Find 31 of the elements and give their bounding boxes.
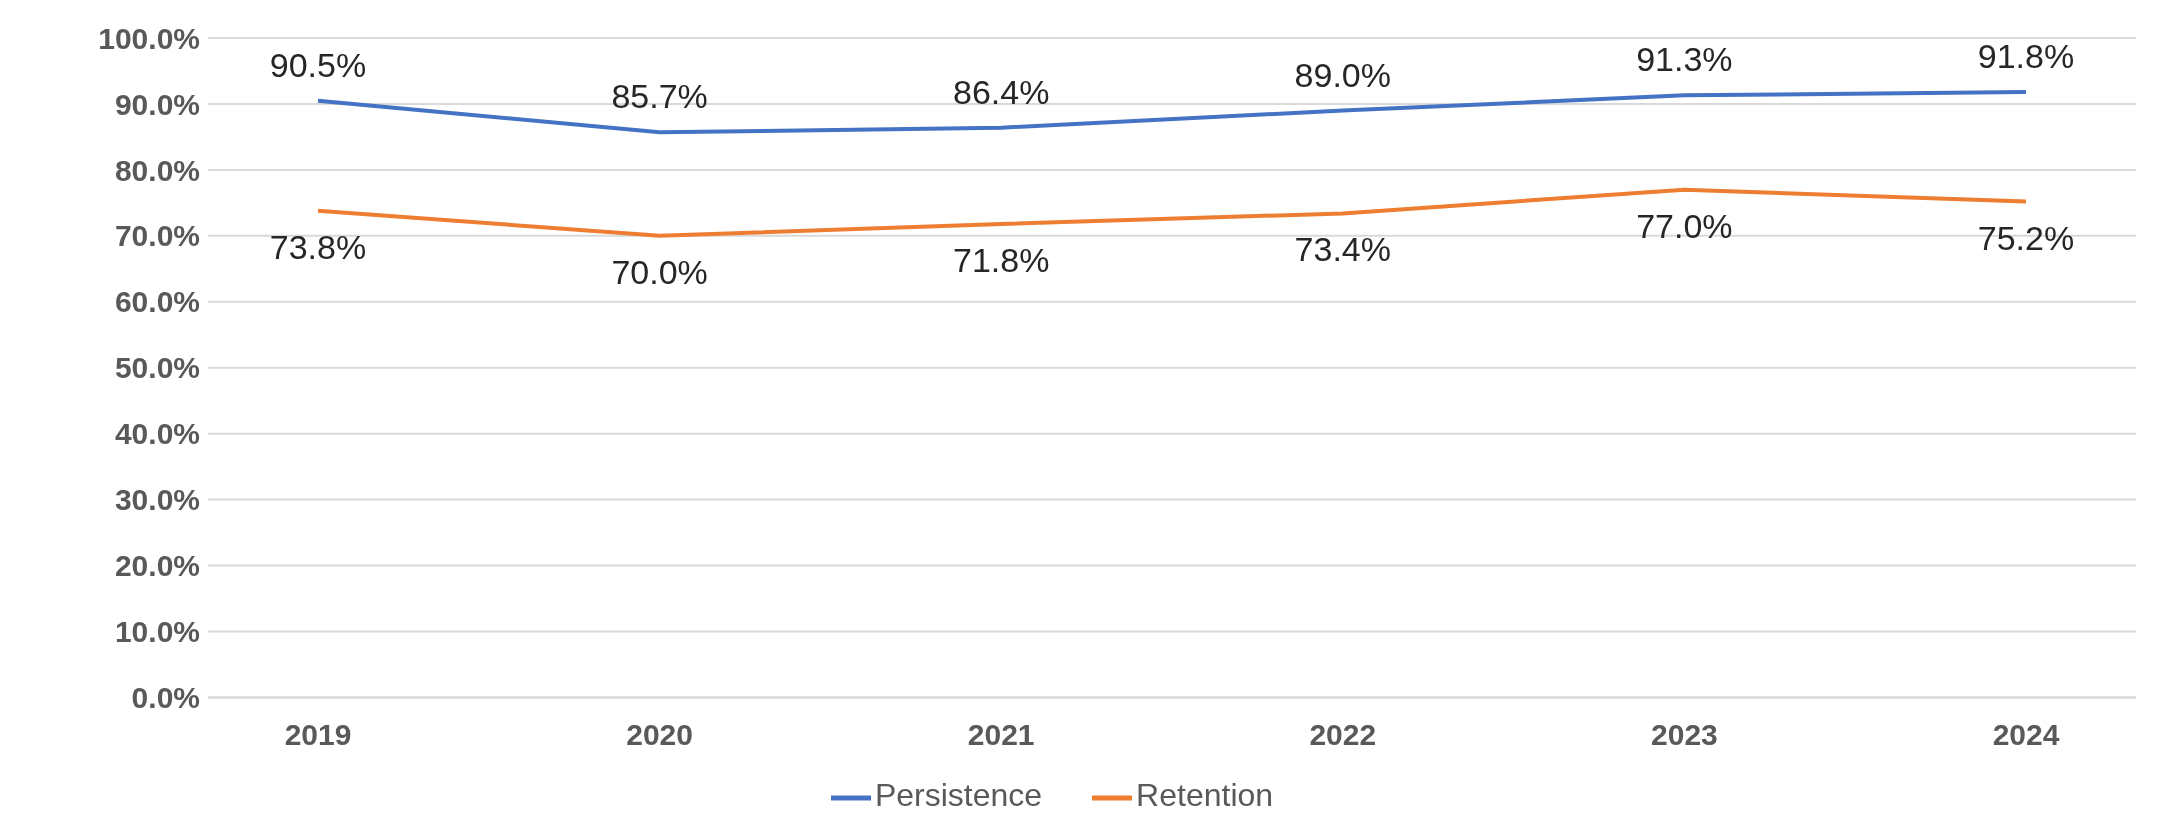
y-tick-label: 10.0% — [114, 615, 200, 649]
y-tick-label: 50.0% — [114, 351, 200, 385]
y-tick-label: 0.0% — [131, 681, 200, 715]
legend-label: Persistence — [874, 777, 1043, 814]
x-tick-label: 2019 — [284, 717, 352, 751]
y-tick-label: 80.0% — [114, 153, 200, 187]
data-label: 73.8% — [269, 227, 367, 266]
x-tick-label: 2024 — [1992, 717, 2060, 751]
y-tick-label: 100.0% — [98, 21, 200, 55]
y-tick-label: 70.0% — [114, 219, 200, 253]
x-tick-label: 2023 — [1651, 717, 1718, 751]
y-tick-label: 40.0% — [114, 417, 200, 451]
data-label: 85.7% — [611, 77, 708, 116]
data-label: 71.8% — [953, 240, 1050, 279]
x-tick-label: 2022 — [1309, 717, 1377, 751]
y-tick-label: 30.0% — [114, 483, 200, 517]
data-label: 70.0% — [611, 252, 708, 291]
data-label: 75.2% — [1977, 218, 2075, 257]
x-tick-label: 2020 — [626, 717, 693, 751]
data-label: 86.4% — [953, 72, 1050, 111]
data-label: 90.5% — [269, 45, 367, 84]
data-label: 91.8% — [1977, 37, 2075, 76]
data-label: 77.0% — [1636, 206, 1733, 245]
x-tick-label: 2021 — [967, 717, 1035, 751]
data-label: 73.4% — [1294, 230, 1391, 269]
y-tick-label: 20.0% — [114, 549, 200, 583]
y-tick-label: 60.0% — [114, 285, 200, 319]
data-label: 91.3% — [1636, 40, 1733, 79]
legend-label: Retention — [1136, 777, 1274, 814]
y-tick-label: 90.0% — [114, 87, 200, 121]
data-label: 89.0% — [1294, 55, 1391, 94]
